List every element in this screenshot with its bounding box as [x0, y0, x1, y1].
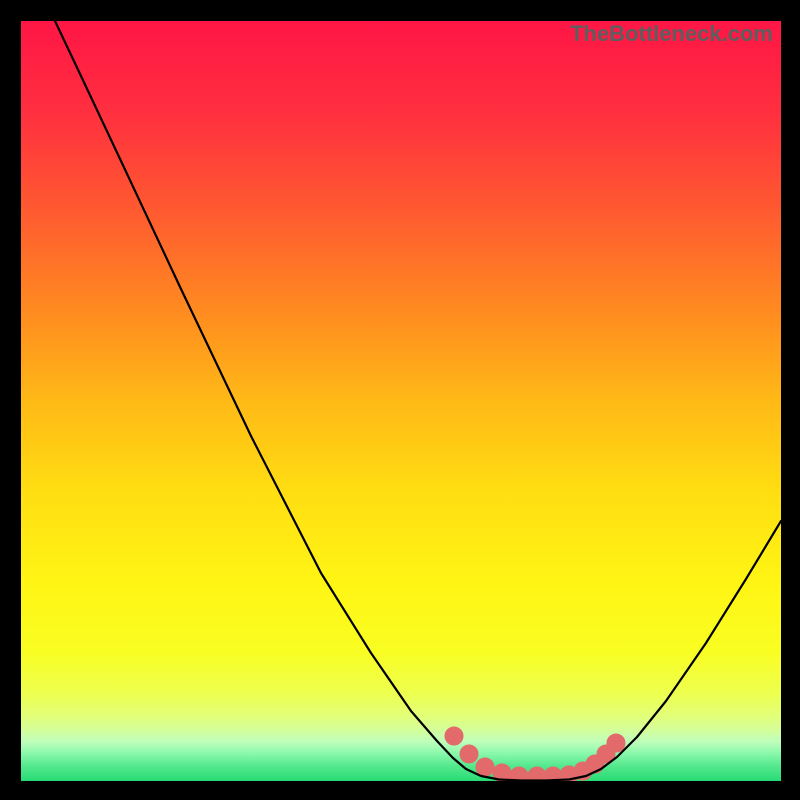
chart-svg — [21, 21, 781, 781]
watermark-text: TheBottleneck.com — [570, 21, 773, 47]
highlight-dot — [445, 727, 463, 745]
highlight-dot — [460, 745, 478, 763]
highlight-dot — [510, 767, 528, 781]
highlight-dot — [528, 767, 546, 781]
plot-area: TheBottleneck.com — [21, 21, 781, 781]
highlight-dot — [476, 758, 494, 776]
chart-frame: TheBottleneck.com — [0, 0, 800, 800]
highlight-dot — [607, 734, 625, 752]
gradient-background — [21, 21, 781, 781]
